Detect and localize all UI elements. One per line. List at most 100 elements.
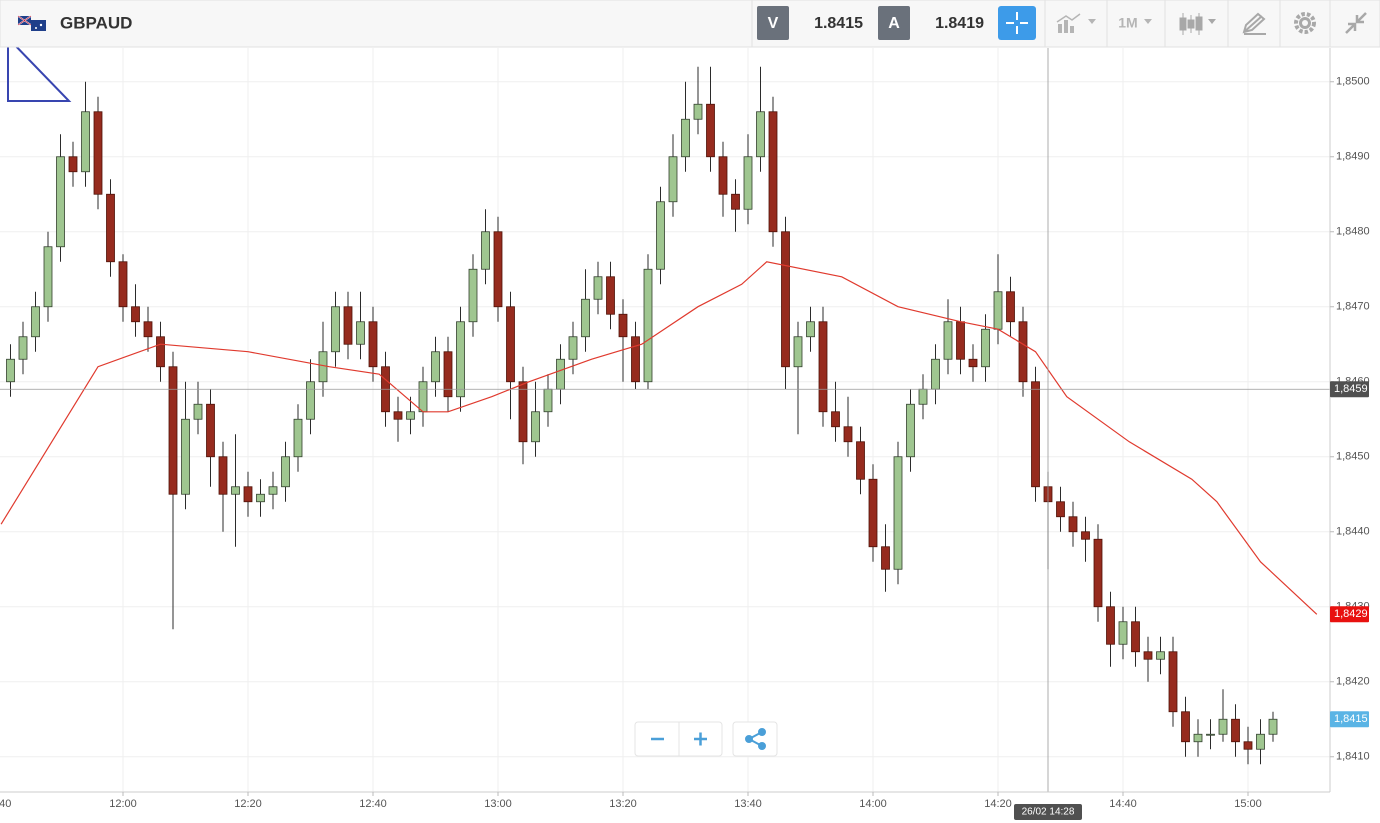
candle-body [18,336,28,360]
candle-body [1268,718,1278,735]
drawn-triangle[interactable] [7,35,72,102]
candle-body [1118,621,1128,645]
candle-body [443,351,453,398]
price-label-bg [1330,711,1369,728]
candle-body [893,456,903,570]
candle-body [1006,291,1015,323]
settings-icon[interactable] [1294,12,1316,34]
candle-body [843,426,853,443]
candle-body [493,231,503,308]
price-label: 1,8459 [1334,383,1368,395]
candle-body [131,306,140,323]
candle-body [906,403,915,458]
crosshair-x-label: 26/02 14:28 [1022,807,1075,818]
candle-body [1143,651,1153,660]
candle-body [43,246,53,308]
buy-label[interactable]: A [888,15,900,32]
candle-body [456,321,465,398]
candle-body [481,231,490,270]
candle-body [556,358,565,390]
candle-body [468,268,478,323]
y-tick-label: 1,8410 [1336,751,1370,763]
candle-body [218,456,228,495]
share-icon [745,728,766,750]
candle-body [593,276,603,300]
candle-body [1081,531,1090,540]
timeframe[interactable]: 1M [1118,15,1137,31]
candle-body [118,261,128,308]
toolbar: GBPAUD V 1.8415 A 1.8419 1M [0,0,1380,48]
candle-body [881,546,890,570]
candle-body [156,336,165,368]
candle-body [293,418,303,458]
candle-body [1131,621,1140,653]
candles-icon[interactable] [1179,13,1216,35]
y-tick-label: 1,8480 [1336,226,1370,238]
candle-body [306,381,315,420]
candle-body [181,418,190,495]
candle-body [606,276,615,315]
grid [0,48,1330,792]
candle-body [668,156,678,203]
x-tick-label: 13:20 [609,798,637,810]
price-label: 1,8429 [1334,608,1368,620]
candle-body [706,103,715,158]
plot-area [0,48,1330,792]
candle-body [818,321,828,413]
share-button[interactable] [732,721,778,757]
candle-body [1106,606,1115,645]
candle-body [868,478,878,548]
candle-body [168,366,178,495]
collapse-icon[interactable] [1345,12,1367,34]
buy-box[interactable] [878,6,910,40]
candle-body [106,193,115,263]
candle-body [631,336,640,383]
axes: 1,84101,84201,84301,84401,84501,84601,84… [0,76,1370,820]
candle-body [318,351,328,383]
buy-price[interactable]: 1.8419 [935,15,984,32]
candle-body [281,456,290,488]
y-tick-label: 1,8470 [1336,301,1370,313]
candle-body [418,381,428,413]
candle-body [1031,381,1040,488]
candle-body [756,111,765,158]
candle-body [831,411,840,428]
candle-body [1018,321,1028,383]
candle-body [656,201,665,270]
candle-body [806,321,815,338]
price-label-bg [1330,606,1369,623]
candle-body [1231,718,1240,743]
draw-icon[interactable] [1242,12,1266,35]
crosshair-icon [1006,12,1028,34]
candle-body [718,156,728,195]
crosshair-button[interactable] [998,6,1036,40]
candle-body [31,306,40,338]
candle-body [231,486,240,495]
x-tick-label: 12:00 [109,798,137,810]
candle-body [643,268,653,383]
candle-body [1256,733,1265,750]
y-tick-label: 1,8440 [1336,526,1370,538]
zoom-in-button[interactable] [694,732,707,746]
candle-body [543,388,553,413]
candle-body [956,321,965,360]
price-label: 1,8415 [1334,713,1368,725]
y-tick-label: 1,8450 [1336,451,1370,463]
crosshair-x-label-bg [1014,804,1082,820]
candle-body [581,298,590,338]
sell-label[interactable]: V [768,15,779,32]
y-tick-label: 1,8490 [1336,151,1370,163]
chart-type-icon[interactable] [1056,13,1096,33]
candle-body [431,351,440,383]
candle-body [618,313,628,338]
candle-body [1068,516,1078,533]
candle-body [206,403,215,458]
sell-box[interactable] [757,6,789,40]
sell-price[interactable]: 1.8415 [814,15,863,32]
candle-body [518,381,528,443]
candle-body [243,486,253,503]
candle-body [406,411,415,420]
x-tick-label: 14:20 [984,798,1012,810]
